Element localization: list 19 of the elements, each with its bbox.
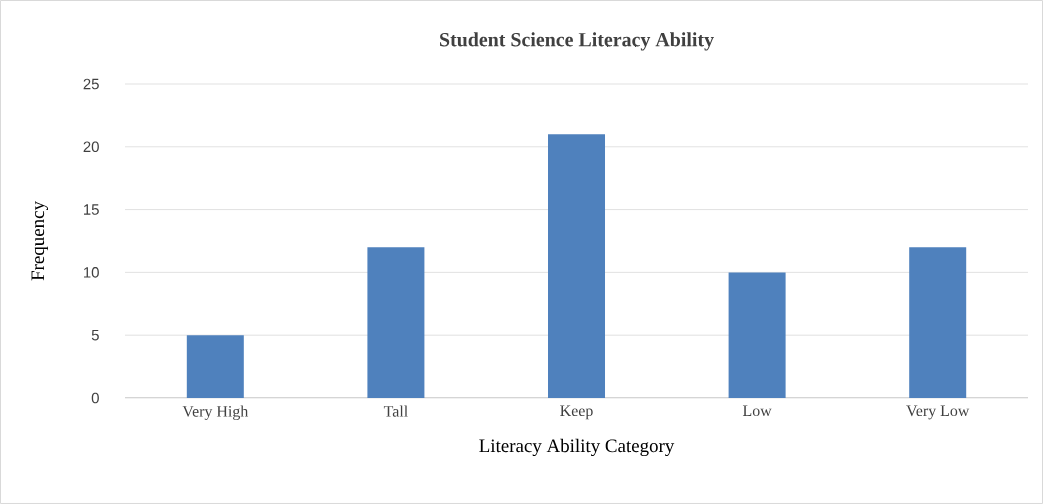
x-tick-label: Low xyxy=(742,405,772,417)
y-tick-label: 10 xyxy=(84,267,99,278)
y-axis-title: Frequency xyxy=(31,201,49,281)
y-tick-label: 5 xyxy=(91,329,99,341)
bar xyxy=(186,335,244,398)
y-tick-label: 25 xyxy=(83,78,99,90)
bar xyxy=(367,247,425,398)
x-tick-label: Tall xyxy=(383,405,408,417)
bar xyxy=(548,134,606,398)
y-tick-label: 20 xyxy=(83,141,99,153)
x-tick-label: Keep xyxy=(560,405,593,420)
bar xyxy=(728,272,786,398)
y-tick-label: 0 xyxy=(91,392,99,404)
y-tick-label: 15 xyxy=(84,204,99,215)
x-tick-label: Very Low xyxy=(906,405,970,420)
bar xyxy=(909,247,967,398)
chart-title: Student Science Literacy Ability xyxy=(440,32,714,51)
x-tick-label: Very High xyxy=(182,405,249,420)
x-axis-title: Literacy Ability Category xyxy=(479,438,675,457)
